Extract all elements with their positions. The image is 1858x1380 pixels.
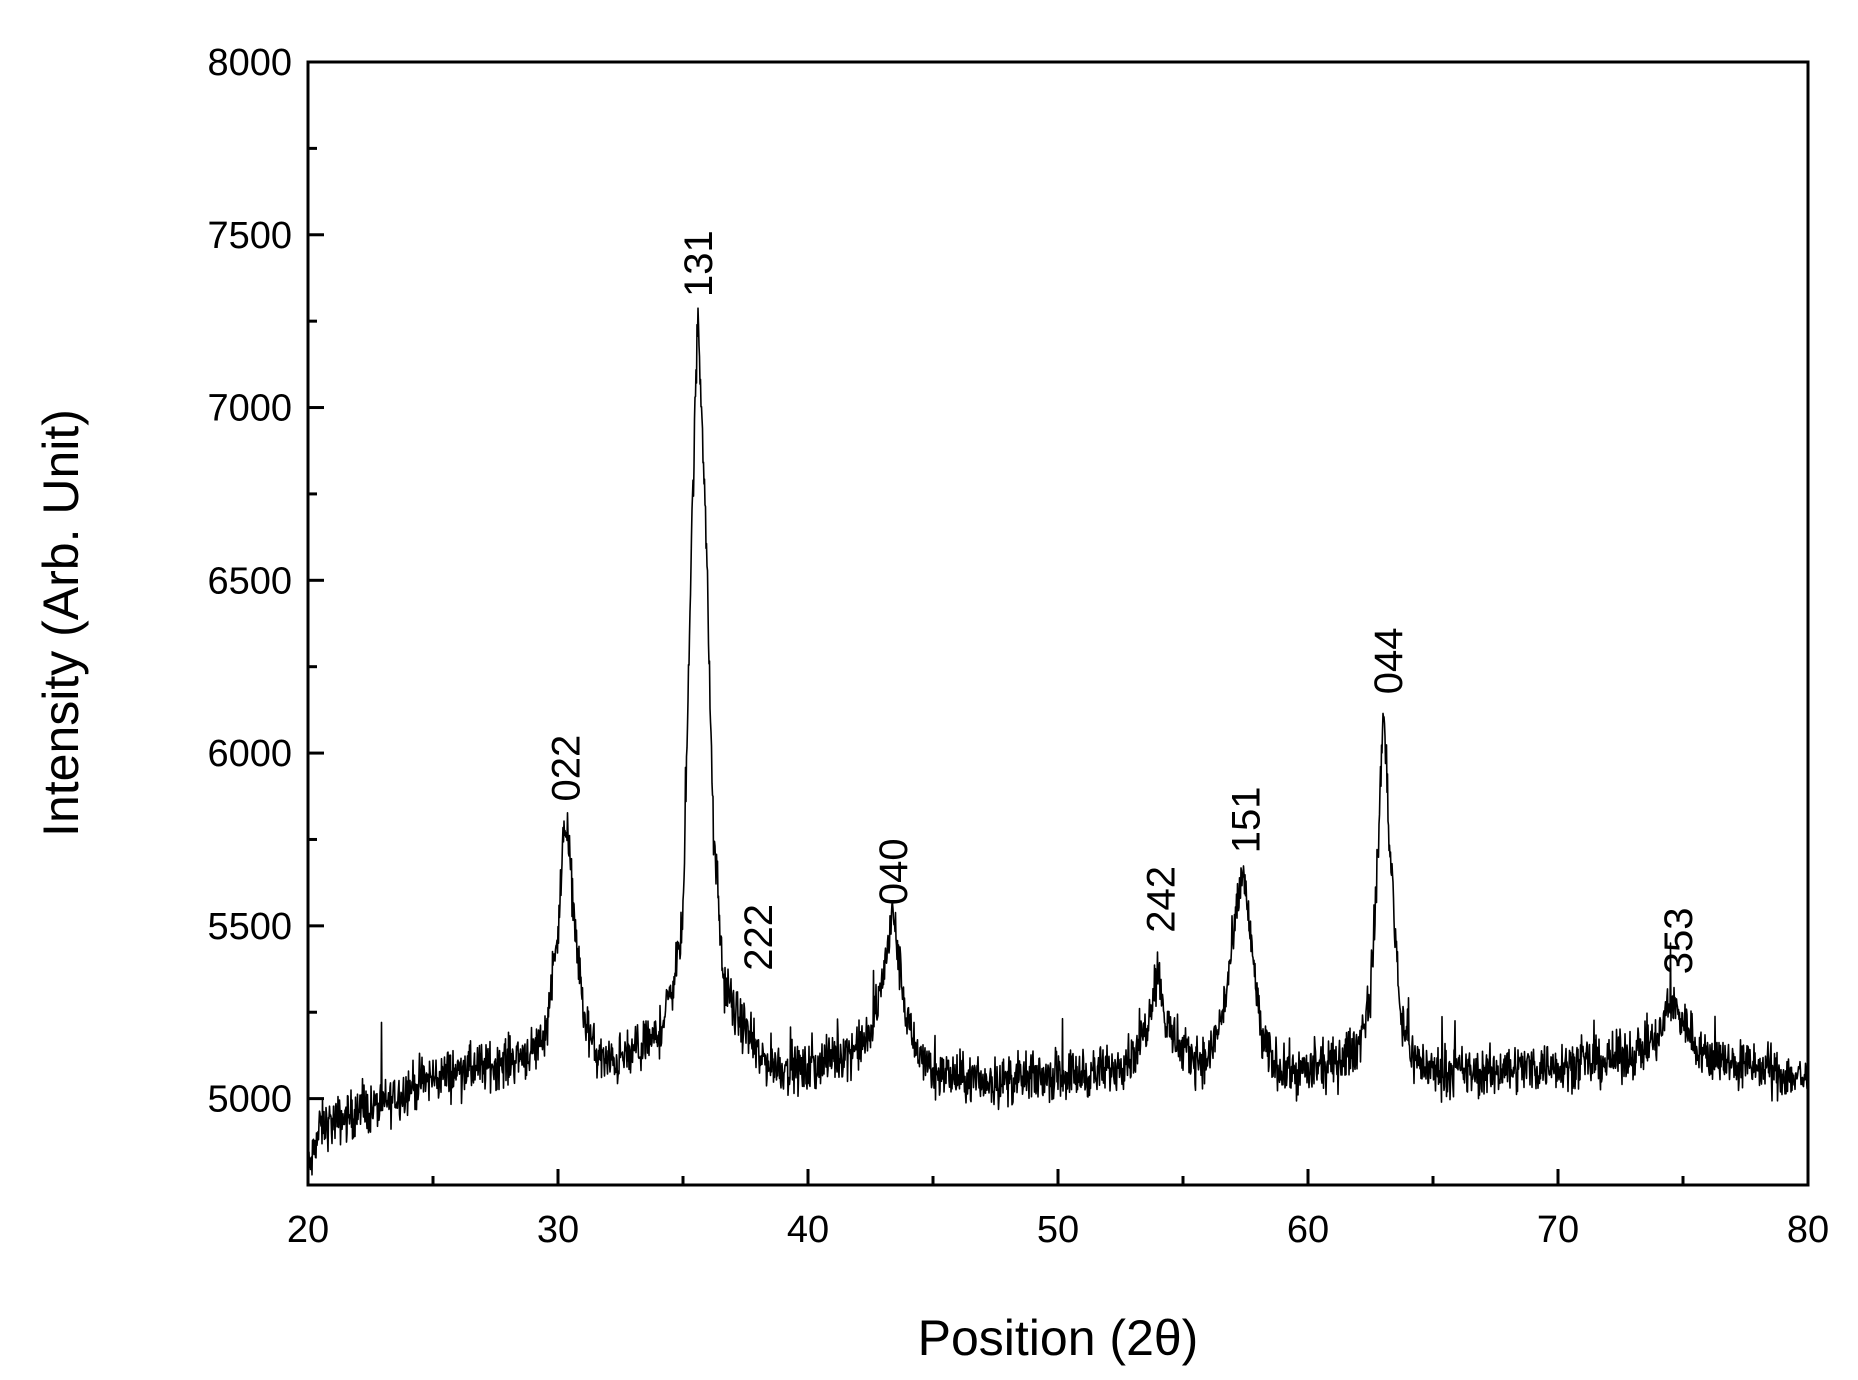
peak-labels: 022 131 222 040 242 151 044 353 — [545, 230, 1702, 974]
y-tick-label: 7000 — [207, 388, 292, 430]
peak-label: 022 — [545, 735, 589, 802]
peak-label: 222 — [737, 904, 781, 971]
y-tick-label: 5500 — [207, 906, 292, 948]
x-tick-label: 30 — [537, 1209, 579, 1251]
y-tick-label: 8000 — [207, 42, 292, 84]
tick-labels: 20 30 40 50 60 70 80 5000 5500 6000 6500 7000 7500 80… — [207, 42, 1829, 1251]
axis-ticks — [306, 60, 1810, 1185]
x-tick-label: 50 — [1037, 1209, 1079, 1251]
peak-label: 040 — [872, 838, 916, 905]
x-tick-label: 40 — [787, 1209, 829, 1251]
peak-label: 353 — [1657, 907, 1701, 974]
peak-label: 242 — [1140, 866, 1184, 933]
plot-frame — [306, 60, 1810, 1187]
peak-label: 131 — [677, 230, 721, 297]
y-axis-title: Intensity (Arb. Unit) — [33, 409, 89, 837]
y-tick-label: 7500 — [207, 215, 292, 257]
x-tick-label: 80 — [1787, 1209, 1829, 1251]
x-tick-label: 20 — [287, 1209, 329, 1251]
peak-label: 151 — [1225, 787, 1269, 854]
peak-label: 044 — [1367, 628, 1411, 695]
y-tick-label: 5000 — [207, 1079, 292, 1121]
x-tick-label: 70 — [1537, 1209, 1579, 1251]
x-axis-title: Position (2θ) — [918, 1310, 1199, 1366]
y-tick-label: 6500 — [207, 560, 292, 602]
x-tick-label: 60 — [1287, 1209, 1329, 1251]
y-tick-label: 6000 — [207, 733, 292, 775]
series-line — [307, 307, 1809, 1176]
